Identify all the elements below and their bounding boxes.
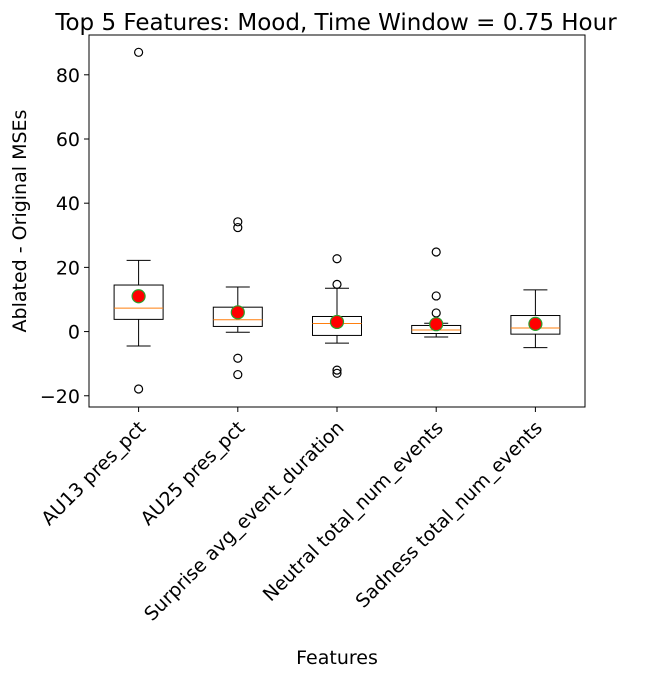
outlier-point [134, 384, 144, 394]
box-group [212, 217, 263, 380]
axes-frame [88, 34, 586, 408]
iqr-box [113, 284, 164, 320]
mean-marker [528, 316, 543, 331]
y-tick-label: 20 [56, 257, 80, 279]
outlier-point [233, 369, 243, 380]
outlier-point [332, 365, 342, 375]
iqr-box [510, 315, 561, 335]
y-axis-label: Ablated - Original MSEs [9, 110, 31, 333]
box-group [411, 247, 462, 338]
outlier-point [332, 279, 342, 289]
y-tick-label: 40 [56, 193, 80, 215]
y-tick-label: 0 [68, 322, 80, 344]
outlier-point [233, 217, 243, 227]
mean-marker [230, 305, 245, 320]
box-group [312, 254, 362, 378]
mean-marker [429, 317, 444, 332]
outlier-point [431, 291, 441, 301]
outlier-point [332, 254, 342, 264]
outlier-point [233, 353, 243, 363]
y-tick-label: 80 [56, 65, 80, 87]
x-tick-label: AU13 pres_pct [37, 417, 150, 530]
y-tick-label: −20 [40, 386, 80, 408]
box-group [510, 289, 561, 349]
outlier-point [431, 308, 441, 318]
x-axis-label: Features [296, 647, 378, 669]
mean-marker [329, 314, 345, 330]
y-tick-label: 60 [56, 129, 80, 151]
plot-area [113, 47, 561, 394]
chart-title: Top 5 Features: Mood, Time Window = 0.75… [54, 10, 617, 36]
outlier-point [233, 222, 243, 233]
x-tick-label: AU25 pres_pct [136, 417, 249, 530]
outlier-point [134, 47, 144, 57]
y-axis: −20 0 20 40 60 80 [40, 65, 89, 408]
box-group [113, 47, 164, 394]
outlier-point [431, 247, 441, 257]
outlier-point [332, 368, 342, 378]
mean-marker [131, 289, 146, 304]
x-tick-label: Surprise avg_event_duration [140, 417, 348, 625]
x-tick-label: Sadness total_num_events [351, 417, 546, 612]
x-tick-label: Neutral total_num_events [259, 417, 448, 606]
